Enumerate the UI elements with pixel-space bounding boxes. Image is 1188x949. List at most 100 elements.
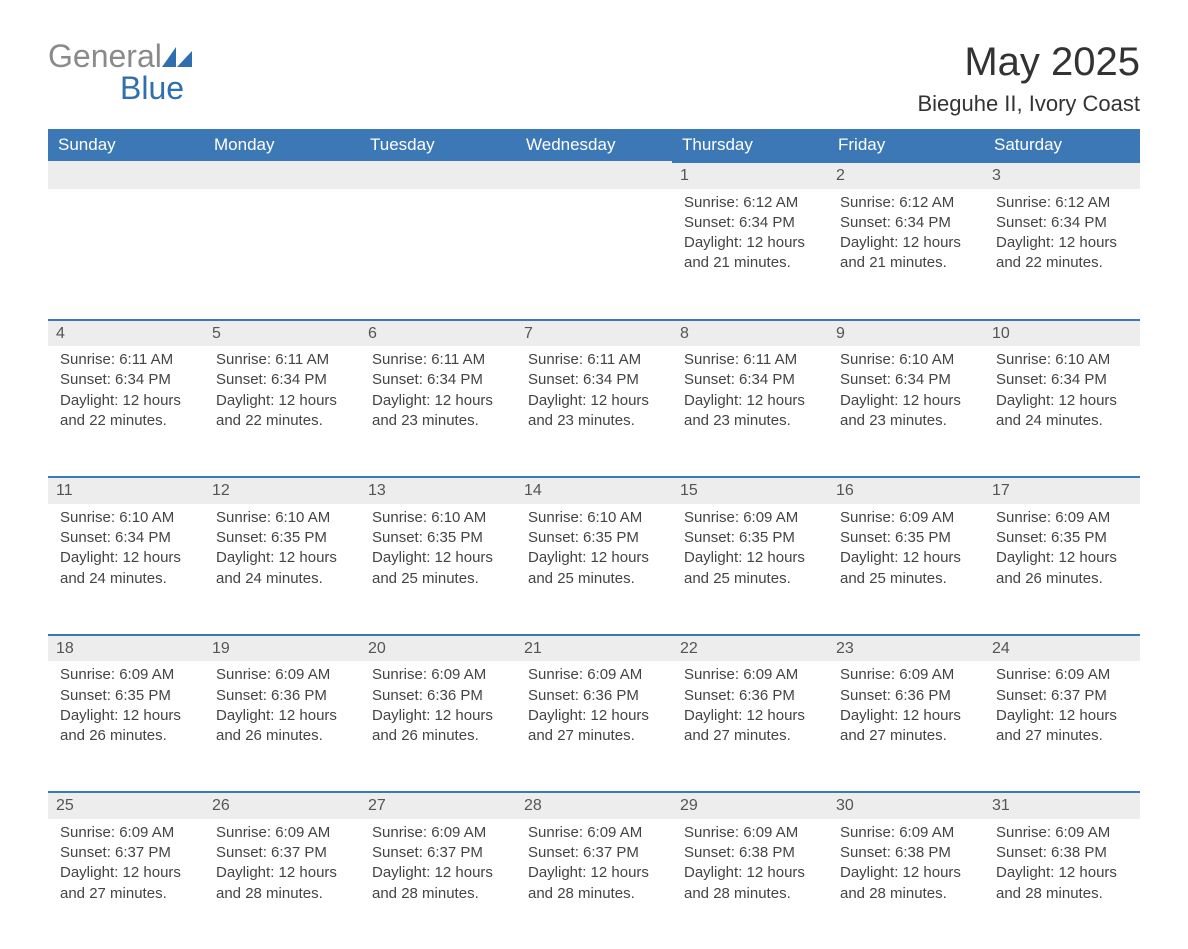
detail-line-sunrise: Sunrise: 6:09 AM (60, 823, 192, 843)
detail-line-daylight1: Daylight: 12 hours (372, 548, 504, 568)
day-number: 27 (360, 791, 516, 819)
logo: General Blue (48, 40, 192, 104)
day-number: 7 (516, 319, 672, 347)
detail-line-daylight1: Daylight: 12 hours (840, 548, 972, 568)
day-detail-cell: Sunrise: 6:11 AMSunset: 6:34 PMDaylight:… (672, 346, 828, 476)
day-number-cell: 20 (360, 634, 516, 662)
detail-line-daylight2: and 23 minutes. (528, 411, 660, 431)
detail-line-sunset: Sunset: 6:35 PM (528, 528, 660, 548)
day-detail: Sunrise: 6:11 AMSunset: 6:34 PMDaylight:… (54, 346, 198, 431)
detail-line-daylight1: Daylight: 12 hours (216, 863, 348, 883)
detail-line-sunrise: Sunrise: 6:09 AM (372, 665, 504, 685)
week-detail-row: Sunrise: 6:09 AMSunset: 6:37 PMDaylight:… (48, 819, 1140, 949)
day-number: 22 (672, 634, 828, 662)
detail-line-sunset: Sunset: 6:34 PM (996, 213, 1128, 233)
detail-line-daylight1: Daylight: 12 hours (684, 548, 816, 568)
day-detail: Sunrise: 6:09 AMSunset: 6:38 PMDaylight:… (678, 819, 822, 904)
weekday-header: Wednesday (516, 129, 672, 161)
day-detail: Sunrise: 6:09 AMSunset: 6:38 PMDaylight:… (834, 819, 978, 904)
day-detail-cell: Sunrise: 6:09 AMSunset: 6:36 PMDaylight:… (672, 661, 828, 791)
week-daynum-row: 45678910 (48, 319, 1140, 347)
day-detail-cell: Sunrise: 6:10 AMSunset: 6:35 PMDaylight:… (516, 504, 672, 634)
day-detail-cell (360, 189, 516, 319)
day-number-cell: 19 (204, 634, 360, 662)
detail-line-sunrise: Sunrise: 6:09 AM (840, 823, 972, 843)
detail-line-daylight1: Daylight: 12 hours (372, 863, 504, 883)
day-number: 9 (828, 319, 984, 347)
weekday-header: Saturday (984, 129, 1140, 161)
detail-line-daylight1: Daylight: 12 hours (840, 391, 972, 411)
detail-line-sunset: Sunset: 6:37 PM (996, 686, 1128, 706)
day-number-cell: 24 (984, 634, 1140, 662)
detail-line-daylight2: and 24 minutes. (60, 569, 192, 589)
week-daynum-row: 123 (48, 161, 1140, 189)
week-detail-row: Sunrise: 6:10 AMSunset: 6:34 PMDaylight:… (48, 504, 1140, 634)
detail-line-sunset: Sunset: 6:37 PM (60, 843, 192, 863)
detail-line-daylight2: and 27 minutes. (684, 726, 816, 746)
detail-line-daylight2: and 28 minutes. (684, 884, 816, 904)
detail-line-sunrise: Sunrise: 6:10 AM (996, 350, 1128, 370)
detail-line-sunrise: Sunrise: 6:11 AM (372, 350, 504, 370)
day-number-cell: 10 (984, 319, 1140, 347)
day-number: 30 (828, 791, 984, 819)
day-number: 19 (204, 634, 360, 662)
day-detail: Sunrise: 6:09 AMSunset: 6:38 PMDaylight:… (990, 819, 1134, 904)
empty-day (204, 161, 360, 189)
day-detail: Sunrise: 6:10 AMSunset: 6:34 PMDaylight:… (834, 346, 978, 431)
day-detail-cell: Sunrise: 6:10 AMSunset: 6:34 PMDaylight:… (48, 504, 204, 634)
detail-line-sunset: Sunset: 6:38 PM (684, 843, 816, 863)
day-number: 15 (672, 476, 828, 504)
day-detail: Sunrise: 6:09 AMSunset: 6:36 PMDaylight:… (678, 661, 822, 746)
day-number: 2 (828, 161, 984, 189)
detail-line-daylight1: Daylight: 12 hours (60, 391, 192, 411)
day-number-cell: 1 (672, 161, 828, 189)
day-number-cell: 27 (360, 791, 516, 819)
detail-line-daylight2: and 23 minutes. (840, 411, 972, 431)
week-daynum-row: 25262728293031 (48, 791, 1140, 819)
day-detail-cell (48, 189, 204, 319)
day-number-cell: 11 (48, 476, 204, 504)
day-number-cell: 18 (48, 634, 204, 662)
day-number: 11 (48, 476, 204, 504)
detail-line-daylight2: and 25 minutes. (840, 569, 972, 589)
day-number: 12 (204, 476, 360, 504)
day-detail: Sunrise: 6:09 AMSunset: 6:37 PMDaylight:… (522, 819, 666, 904)
detail-line-daylight1: Daylight: 12 hours (996, 863, 1128, 883)
detail-line-sunset: Sunset: 6:36 PM (216, 686, 348, 706)
month-title: May 2025 (917, 40, 1140, 85)
detail-line-daylight2: and 21 minutes. (684, 253, 816, 273)
week-daynum-row: 11121314151617 (48, 476, 1140, 504)
day-detail: Sunrise: 6:09 AMSunset: 6:36 PMDaylight:… (522, 661, 666, 746)
detail-line-daylight1: Daylight: 12 hours (528, 548, 660, 568)
detail-line-sunset: Sunset: 6:34 PM (996, 370, 1128, 390)
day-detail: Sunrise: 6:11 AMSunset: 6:34 PMDaylight:… (678, 346, 822, 431)
day-detail: Sunrise: 6:10 AMSunset: 6:35 PMDaylight:… (210, 504, 354, 589)
day-number: 20 (360, 634, 516, 662)
detail-line-daylight1: Daylight: 12 hours (684, 706, 816, 726)
detail-line-daylight1: Daylight: 12 hours (684, 863, 816, 883)
day-detail: Sunrise: 6:09 AMSunset: 6:36 PMDaylight:… (834, 661, 978, 746)
day-number-cell: 17 (984, 476, 1140, 504)
day-number: 18 (48, 634, 204, 662)
detail-line-sunrise: Sunrise: 6:10 AM (528, 508, 660, 528)
detail-line-daylight2: and 22 minutes. (216, 411, 348, 431)
day-number-cell: 30 (828, 791, 984, 819)
detail-line-daylight2: and 28 minutes. (840, 884, 972, 904)
detail-line-sunrise: Sunrise: 6:11 AM (60, 350, 192, 370)
day-detail: Sunrise: 6:09 AMSunset: 6:37 PMDaylight:… (54, 819, 198, 904)
detail-line-daylight2: and 28 minutes. (996, 884, 1128, 904)
day-detail-cell: Sunrise: 6:11 AMSunset: 6:34 PMDaylight:… (360, 346, 516, 476)
day-detail-cell (516, 189, 672, 319)
detail-line-sunrise: Sunrise: 6:09 AM (216, 665, 348, 685)
detail-line-sunset: Sunset: 6:35 PM (372, 528, 504, 548)
detail-line-daylight1: Daylight: 12 hours (996, 548, 1128, 568)
detail-line-sunset: Sunset: 6:36 PM (684, 686, 816, 706)
day-detail-cell: Sunrise: 6:09 AMSunset: 6:35 PMDaylight:… (48, 661, 204, 791)
detail-line-sunset: Sunset: 6:34 PM (372, 370, 504, 390)
location-subtitle: Bieguhe II, Ivory Coast (917, 91, 1140, 117)
detail-line-daylight1: Daylight: 12 hours (372, 391, 504, 411)
title-block: May 2025 Bieguhe II, Ivory Coast (917, 40, 1140, 117)
detail-line-sunrise: Sunrise: 6:10 AM (60, 508, 192, 528)
day-number-cell: 12 (204, 476, 360, 504)
detail-line-sunrise: Sunrise: 6:09 AM (216, 823, 348, 843)
